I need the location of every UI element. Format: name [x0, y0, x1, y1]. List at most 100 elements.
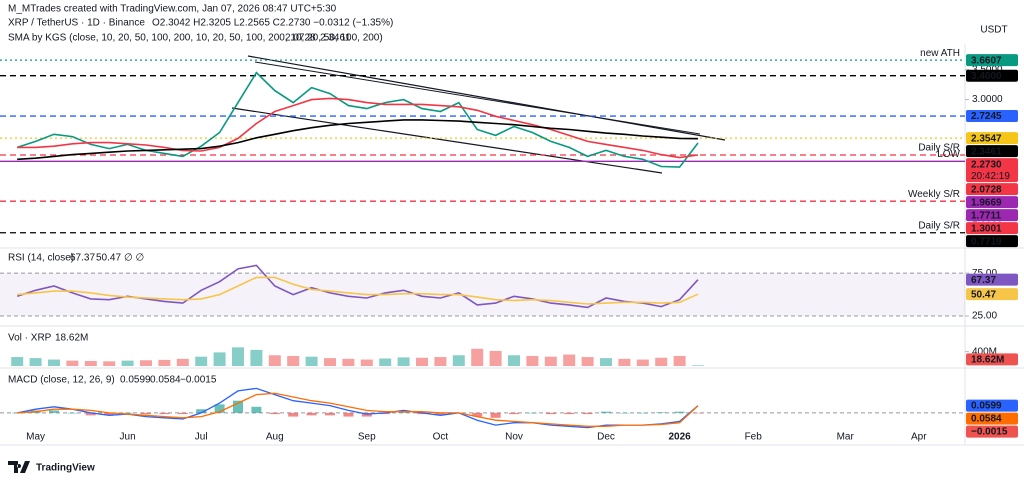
- price-label-box: [966, 288, 1018, 301]
- volume-bar: [544, 356, 557, 366]
- volume-bar: [84, 360, 97, 366]
- volume-bar: [416, 357, 428, 366]
- macd-value: 0.0599: [120, 375, 151, 386]
- level-note: Daily S/R: [918, 220, 960, 231]
- histogram-bar: [527, 412, 538, 414]
- histogram-bar: [325, 412, 335, 416]
- creator-line: M_MTrades created with TradingView.com, …: [8, 4, 337, 15]
- histogram-bar: [49, 410, 59, 413]
- x-tick-label: Feb: [745, 432, 763, 443]
- rsi-value: 67.37: [70, 253, 95, 264]
- histogram-bar: [122, 412, 133, 414]
- price-label-box: [966, 222, 1018, 235]
- volume-bar: [581, 357, 594, 366]
- level-note: Daily S/R: [918, 143, 960, 154]
- price-label-box: [966, 196, 1018, 209]
- histogram-bar: [545, 412, 556, 415]
- price-label: −0.0015: [971, 427, 1008, 438]
- sma-value: 2.3461: [320, 33, 351, 44]
- currency: USDT: [980, 25, 1007, 36]
- price-label: 3.6607: [971, 55, 1002, 66]
- volume-bar: [379, 358, 392, 366]
- volume-bar: [636, 359, 649, 366]
- volume-bar: [195, 356, 208, 366]
- series-line: [17, 276, 699, 305]
- price-label: 2.0728: [971, 184, 1002, 195]
- price-label: 0.0584: [971, 414, 1002, 425]
- trend-line: [231, 107, 663, 174]
- histogram-bar: [472, 412, 483, 417]
- price-label: 50.47: [971, 289, 996, 300]
- x-tick-label: Mar: [837, 432, 855, 443]
- price-label-box: [966, 235, 1018, 248]
- volume-bar: [305, 356, 318, 366]
- price-label-box: [966, 158, 1018, 183]
- x-tick-label: May: [26, 432, 45, 443]
- price-label-box: [966, 425, 1018, 438]
- series-line: [16, 71, 699, 168]
- histogram-bar: [85, 412, 96, 416]
- volume-bar: [176, 358, 189, 366]
- price-label: 2.2730: [971, 159, 1002, 170]
- histogram-bar: [177, 412, 188, 415]
- volume-title: Vol · XRP: [8, 333, 52, 344]
- volume-bar: [471, 348, 484, 366]
- volume-bar: [232, 347, 244, 366]
- volume-bar: [140, 360, 152, 366]
- histogram-bar: [306, 412, 317, 416]
- volume-bar: [11, 357, 24, 366]
- volume-bar: [324, 358, 336, 366]
- x-tick-label: Oct: [433, 432, 449, 443]
- x-tick-label: Nov: [505, 432, 523, 443]
- volume-bar: [692, 365, 704, 366]
- y-tick-label: 400M: [972, 346, 997, 357]
- price-label-box: [966, 399, 1018, 412]
- volume-bar: [213, 352, 226, 366]
- histogram-bar: [490, 412, 501, 418]
- volume-bar: [673, 355, 686, 366]
- volume-bar: [29, 358, 42, 366]
- volume-bar: [360, 359, 373, 366]
- rsi-note: ∅ ∅: [124, 253, 144, 264]
- histogram-bar: [233, 400, 243, 413]
- price-label: 2.3461: [971, 146, 1002, 157]
- histogram-bar: [601, 411, 611, 413]
- volume-bar: [563, 354, 576, 366]
- volume-bar: [397, 357, 410, 366]
- price-label: 3.4000: [971, 71, 1002, 82]
- rsi-band: [0, 273, 965, 316]
- volume-bar: [618, 358, 631, 366]
- volume-bar: [268, 355, 281, 366]
- volume-value: 18.62M: [55, 333, 88, 344]
- series-line: [17, 119, 699, 161]
- histogram-bar: [435, 412, 446, 416]
- volume-bar: [158, 359, 171, 366]
- level-note: LOW: [937, 149, 960, 160]
- volume-bar: [250, 349, 263, 366]
- price-label: 2.3547: [971, 133, 1002, 144]
- volume-bar: [48, 359, 60, 366]
- price-label-box: [966, 54, 1018, 67]
- price-label: 18.62M: [971, 354, 1004, 365]
- x-tick-label: Dec: [597, 432, 615, 443]
- histogram-bar: [288, 412, 299, 417]
- volume-bar: [342, 358, 355, 366]
- price-label: 0.7719: [971, 236, 1002, 247]
- indicator-title: SMA by KGS (close, 10, 20, 50, 100, 200,…: [8, 33, 383, 44]
- histogram-bar: [582, 412, 593, 415]
- price-label-box: [966, 145, 1018, 158]
- histogram-bar: [141, 412, 151, 415]
- price-label: 1.3001: [971, 223, 1002, 234]
- volume-bar: [103, 361, 116, 366]
- rsi-ma-value: 50.47: [96, 253, 121, 264]
- histogram-bar: [159, 412, 170, 415]
- countdown: 20:42:19: [971, 171, 1010, 182]
- histogram-value: −0.0015: [180, 375, 217, 386]
- price-label-box: [966, 69, 1018, 82]
- y-tick-label: 3.0000: [972, 94, 1003, 105]
- volume-bar: [526, 355, 539, 366]
- logo: TradingView: [8, 461, 95, 474]
- trend-line: [247, 55, 726, 141]
